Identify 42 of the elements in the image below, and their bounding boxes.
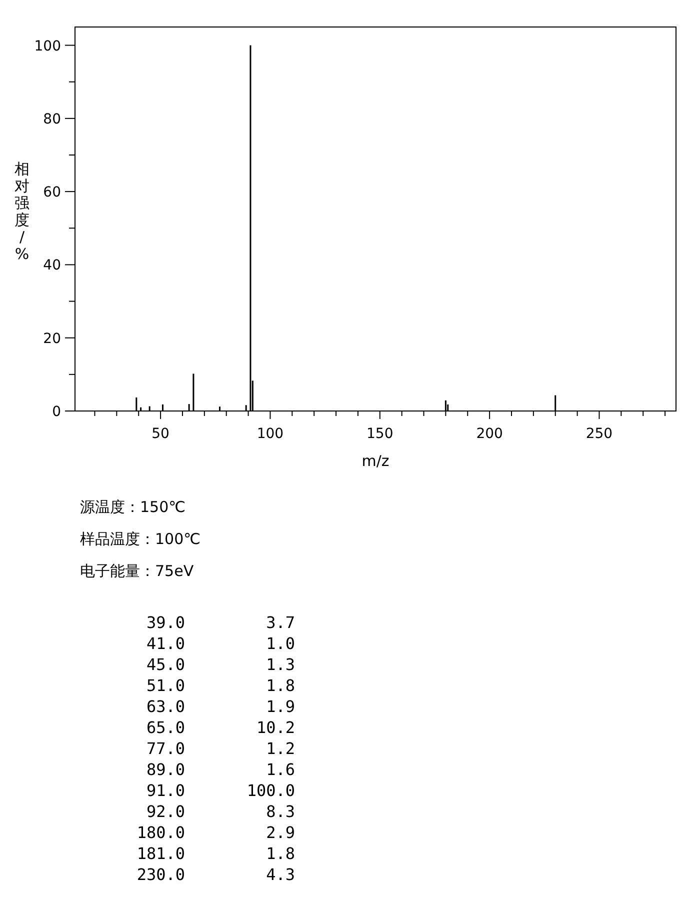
text: 1.9 xyxy=(266,697,295,716)
text: 1.8 xyxy=(266,676,295,695)
text: 181.0 xyxy=(136,844,185,863)
text: 1.6 xyxy=(266,760,295,779)
y-tick-label: 40 xyxy=(43,258,61,274)
x-axis-title: m/z xyxy=(362,452,390,470)
x-tick-label: 50 xyxy=(152,426,170,442)
text: 92.0 xyxy=(146,802,185,821)
text: 77.0 xyxy=(146,739,185,758)
text: 4.3 xyxy=(266,865,295,884)
y-tick-label: 60 xyxy=(43,184,61,201)
x-tick-label: 200 xyxy=(476,426,503,442)
text: 45.0 xyxy=(146,655,185,674)
text: 91.0 xyxy=(146,781,185,800)
y-axis-title: 相对强度/% xyxy=(14,160,30,263)
text: 源温度：150℃ xyxy=(80,498,186,516)
text: 3.7 xyxy=(266,613,295,632)
x-tick-label: 150 xyxy=(366,426,394,442)
y-tick-label: 100 xyxy=(34,38,61,54)
text: 100.0 xyxy=(246,781,295,800)
text: 1.0 xyxy=(266,634,295,653)
x-tick-label: 250 xyxy=(586,426,613,442)
text: 10.2 xyxy=(256,718,295,737)
text: 65.0 xyxy=(146,718,185,737)
text: 8.3 xyxy=(266,802,295,821)
text: 1.8 xyxy=(266,844,295,863)
y-tick-label: 0 xyxy=(52,404,61,420)
text: 1.2 xyxy=(266,739,295,758)
y-tick-label: 80 xyxy=(43,111,61,128)
text: 63.0 xyxy=(146,697,185,716)
text: 51.0 xyxy=(146,676,185,695)
text: 2.9 xyxy=(266,823,295,842)
text: 电子能量：75eV xyxy=(80,562,194,580)
text: 180.0 xyxy=(136,823,185,842)
text: 1.3 xyxy=(266,655,295,674)
text: 39.0 xyxy=(146,613,185,632)
text: 41.0 xyxy=(146,634,185,653)
text: 样品温度：100℃ xyxy=(80,530,200,548)
text: 89.0 xyxy=(146,760,185,779)
y-tick-label: 20 xyxy=(43,330,61,347)
text: 230.0 xyxy=(136,865,185,884)
x-tick-label: 100 xyxy=(256,426,284,442)
